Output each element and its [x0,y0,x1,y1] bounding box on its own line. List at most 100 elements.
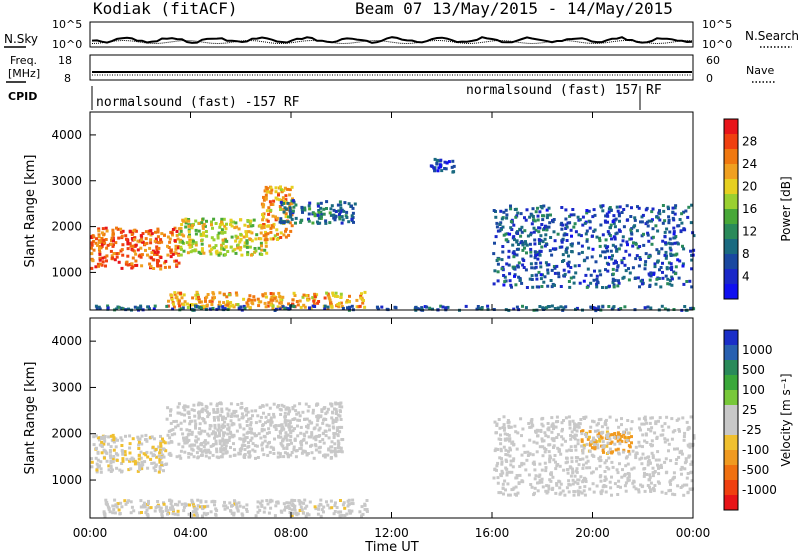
data-cell [622,256,626,260]
data-cell [256,456,260,459]
data-cell [443,160,447,164]
data-cell [157,246,161,250]
data-cell [283,307,287,311]
data-cell [615,468,619,472]
data-cell [262,428,266,432]
data-cell [106,505,110,509]
data-cell [156,500,160,503]
data-cell [359,294,363,298]
colorbar-segment [724,390,738,406]
data-cell [133,305,137,309]
data-cell [248,306,252,310]
data-cell [645,441,649,444]
data-cell [99,460,103,464]
data-cell [520,434,523,438]
data-cell [598,269,602,273]
data-cell [561,489,565,493]
data-cell [274,428,278,431]
data-cell [153,239,157,243]
data-cell [106,243,110,247]
data-cell [229,430,232,434]
data-cell [299,440,303,444]
data-cell [200,408,204,412]
data-cell [173,512,177,516]
data-cell [353,202,357,206]
data-cell [201,304,205,308]
data-cell [102,510,106,514]
data-cell [260,244,263,248]
data-cell [500,227,503,231]
data-cell [298,509,302,512]
data-cell [324,429,328,433]
data-cell [221,242,225,246]
data-cell [159,267,163,271]
data-cell [239,232,243,236]
data-cell [314,507,318,511]
data-cell [129,457,133,461]
data-cell [550,304,554,308]
data-cell [681,416,685,420]
data-cell [330,440,334,444]
data-cell [298,502,302,506]
data-cell [634,456,638,460]
data-cell [598,244,602,248]
data-cell [267,511,271,515]
data-cell [570,460,574,464]
data-cell [336,426,340,430]
data-cell [573,433,577,437]
data-cell [606,426,610,430]
data-cell [546,427,550,431]
data-cell [233,414,237,418]
data-cell [628,445,632,449]
data-cell [637,440,641,444]
data-cell [609,433,613,437]
data-cell [214,244,218,248]
data-cell [130,237,134,240]
data-cell [271,298,275,302]
data-cell [682,247,686,251]
data-cell [245,510,249,513]
data-cell [515,247,519,251]
data-cell [609,249,613,253]
data-cell [120,248,124,252]
data-cell [664,471,668,475]
data-cell [126,247,130,251]
data-cell [643,456,647,460]
data-cell [537,481,541,485]
data-cell [199,505,202,509]
data-cell [564,439,567,443]
data-cell [670,268,673,272]
data-cell [145,450,149,454]
data-cell [365,510,369,513]
data-cell [249,438,253,442]
data-cell [290,441,293,445]
data-cell [609,209,613,212]
data-cell [210,500,214,504]
data-cell [301,410,305,414]
data-cell [618,205,622,209]
data-cell [223,420,227,424]
data-cell [247,230,251,234]
data-cell [594,309,598,313]
data-cell [137,443,141,447]
data-cell [620,259,624,263]
data-cell [612,283,616,287]
data-cell [187,455,191,459]
data-cell [177,291,181,295]
data-cell [97,233,101,237]
data-cell [575,467,579,471]
data-cell [567,448,571,452]
data-cell [187,230,191,234]
data-cell [284,431,288,435]
data-cell [211,226,214,230]
data-cell [512,457,516,461]
noise-tick-top-right: 10^5 [702,18,732,31]
data-cell [654,420,658,424]
data-cell [194,439,198,443]
data-cell [234,239,238,243]
data-cell [214,250,218,254]
data-cell [586,437,590,441]
data-cell [238,504,242,508]
data-cell [651,443,654,447]
data-cell [633,277,637,280]
